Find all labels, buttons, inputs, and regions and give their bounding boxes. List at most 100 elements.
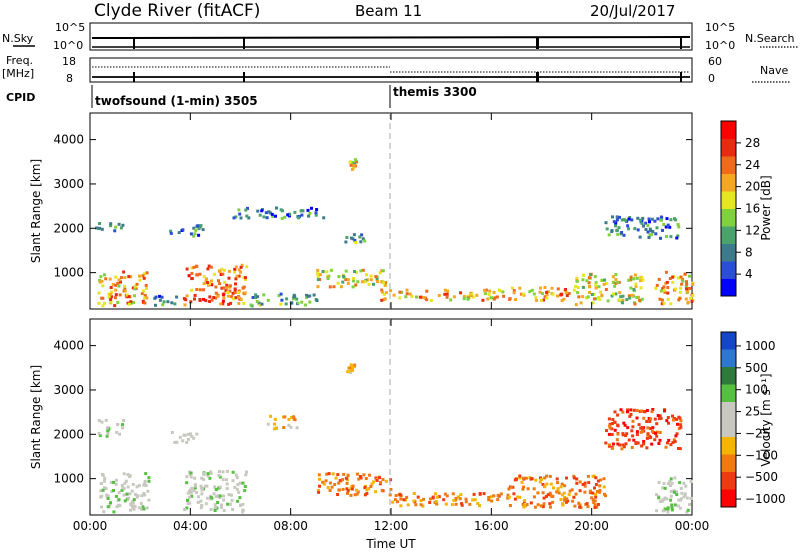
velocity-cell	[635, 409, 639, 412]
power-cell	[103, 301, 107, 305]
power-cell	[262, 293, 266, 297]
velocity-cell	[521, 487, 525, 491]
velocity-cell	[189, 475, 193, 479]
velocity-cell	[489, 495, 493, 499]
velocity-cell	[648, 434, 652, 438]
velocity-colorbar-swatch	[721, 332, 736, 350]
velocity-cell	[133, 504, 137, 508]
velocity-cell	[188, 495, 192, 499]
power-cell	[104, 277, 108, 281]
power-cell	[114, 296, 117, 300]
power-cell	[650, 217, 654, 221]
velocity-cell	[536, 491, 540, 495]
power-cell	[662, 285, 666, 289]
power-cell	[195, 264, 199, 268]
velocity-cell	[594, 495, 598, 499]
velocity-cell	[532, 487, 536, 491]
power-cell	[679, 275, 683, 279]
power-cell	[351, 276, 355, 280]
power-cell	[162, 300, 166, 304]
power-cell	[109, 292, 113, 296]
velocity-cell	[639, 430, 643, 434]
power-colorbar: 4 8 12 16 20 24 28 Power [dB]	[720, 120, 773, 297]
velocity-cell	[596, 479, 600, 483]
velocity-cell	[146, 489, 150, 493]
power-cell	[237, 274, 241, 278]
velocity-cell	[610, 433, 614, 436]
power-cell	[221, 293, 225, 297]
power-cell	[681, 279, 685, 283]
power-cell	[190, 277, 194, 281]
power-cell	[206, 283, 210, 287]
power-cell	[483, 292, 487, 296]
power-cell	[122, 270, 126, 274]
power-cell	[214, 285, 218, 289]
velocity-cell	[405, 495, 409, 499]
velocity-cell	[112, 489, 115, 492]
velocity-cell	[186, 491, 190, 495]
power-cell	[618, 291, 622, 295]
power-cell	[118, 293, 122, 297]
power-cell	[382, 281, 386, 285]
power-cell	[501, 290, 505, 294]
power-cell	[581, 285, 585, 289]
velocity-cell	[346, 370, 350, 374]
velocity-cell	[399, 504, 403, 508]
velocity-xtick-label: 16:00	[474, 519, 509, 533]
power-colorbar-swatch	[721, 208, 736, 227]
power-cell	[258, 303, 262, 307]
power-cell	[114, 288, 118, 292]
velocity-cell	[608, 424, 612, 428]
power-cell	[589, 273, 593, 277]
velocity-cell	[214, 488, 218, 492]
power-cell	[299, 209, 303, 213]
power-cell	[154, 303, 157, 307]
velocity-cell	[647, 417, 651, 420]
power-cell	[352, 279, 355, 283]
power-cell	[109, 300, 113, 304]
power-cell	[351, 161, 355, 165]
velocity-cell	[339, 479, 343, 483]
velocity-cell	[216, 501, 220, 504]
power-cell	[383, 297, 387, 301]
power-cell	[195, 224, 199, 228]
power-cell	[576, 291, 580, 295]
power-cell	[355, 271, 358, 274]
power-cell	[237, 289, 241, 293]
velocity-cell	[610, 446, 614, 450]
velocity-cell	[181, 439, 185, 443]
power-cell	[301, 209, 305, 213]
velocity-cell	[593, 486, 596, 490]
velocity-colorbar-swatch	[721, 454, 736, 473]
power-cell	[161, 303, 165, 307]
velocity-cell	[478, 492, 482, 495]
power-cell	[606, 299, 610, 303]
velocity-colorbar-swatch	[721, 349, 736, 368]
power-cell	[316, 268, 320, 272]
velocity-cell	[234, 473, 238, 477]
velocity-cell	[352, 365, 356, 369]
velocity-cell	[521, 476, 525, 480]
station-title: Clyde River (fitACF)	[94, 1, 260, 21]
velocity-cell	[128, 492, 132, 496]
power-cell	[113, 304, 117, 308]
velocity-cell	[622, 445, 626, 449]
velocity-cell	[416, 495, 420, 499]
power-cell	[226, 291, 230, 294]
velocity-cell	[98, 434, 102, 438]
velocity-cell	[121, 423, 124, 427]
power-cell	[556, 287, 560, 291]
velocity-cell	[142, 507, 146, 511]
power-cell	[119, 276, 123, 280]
power-cell	[129, 301, 133, 305]
velocity-cell	[653, 417, 657, 421]
power-cell	[227, 302, 231, 306]
power-cell	[382, 292, 386, 296]
velocity-cell	[578, 503, 582, 507]
velocity-cell	[655, 434, 659, 438]
power-cell	[586, 295, 590, 299]
velocity-cell	[632, 408, 636, 412]
power-cell	[110, 290, 114, 294]
velocity-colorbar-label: Velocity [m s⁻¹]	[759, 373, 773, 466]
nsky-panel: N.Sky 10^5 10^0 10^5 10^0 N.Search	[2, 21, 798, 52]
